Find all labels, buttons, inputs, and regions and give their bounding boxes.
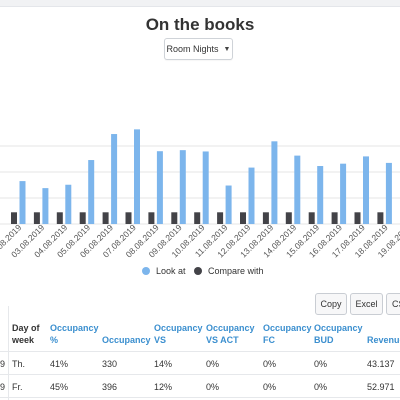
cell-occupancy-fc: 0% bbox=[263, 382, 277, 392]
bar-look-at bbox=[88, 160, 95, 224]
metric-dropdown[interactable]: Room Nights ▼ bbox=[164, 38, 233, 60]
header-revenue[interactable]: Revenue bbox=[367, 335, 400, 345]
table-row-divider bbox=[0, 397, 400, 398]
bar-look-at bbox=[385, 162, 392, 224]
bar-compare-with bbox=[125, 212, 132, 224]
cell-occupancy-pct: 45% bbox=[50, 382, 69, 392]
bar-compare-with bbox=[285, 212, 292, 224]
bar-chart: 02.08.201903.08.201904.08.201905.08.2019… bbox=[0, 129, 400, 259]
csv-button[interactable]: CS bbox=[386, 293, 400, 315]
cell-occupancy-vs: 14% bbox=[154, 359, 173, 369]
header-day-of-week[interactable]: Day of week bbox=[12, 323, 40, 345]
bar-look-at bbox=[19, 181, 26, 224]
legend-item-look-at[interactable]: Look at bbox=[142, 266, 186, 276]
bar-look-at bbox=[248, 167, 255, 224]
bar-compare-with bbox=[102, 212, 109, 224]
bar-look-at bbox=[134, 129, 140, 224]
table-header-divider bbox=[0, 351, 400, 352]
bar-look-at bbox=[271, 141, 278, 224]
cell-occupancy-bud: 0% bbox=[314, 382, 328, 392]
bar-compare-with bbox=[56, 212, 63, 224]
bar-look-at bbox=[363, 156, 369, 224]
cell-occupancy-vs-act: 0% bbox=[206, 382, 220, 392]
cell-occupancy-fc: 0% bbox=[263, 359, 277, 369]
copy-button[interactable]: Copy bbox=[315, 293, 347, 315]
cell-occupancy-vs-act: 0% bbox=[206, 359, 220, 369]
occupancy-table: Day of week Occupancy % Occupancy Occupa… bbox=[0, 306, 400, 400]
bar-compare-with bbox=[33, 212, 40, 224]
cell-revenue: 52.971 bbox=[367, 382, 395, 392]
table-divider bbox=[8, 306, 9, 400]
row-date-fragment: 9 bbox=[0, 359, 6, 369]
bar-compare-with bbox=[194, 212, 201, 224]
bar-compare-with bbox=[308, 212, 315, 224]
page-title: On the books bbox=[145, 15, 255, 34]
cell-day: Fr. bbox=[12, 382, 23, 392]
bar-compare-with bbox=[148, 212, 155, 224]
legend-label-compare-with: Compare with bbox=[208, 266, 264, 276]
row-date-fragment: 9 bbox=[0, 382, 6, 392]
legend-marker-compare-with bbox=[194, 267, 202, 275]
bar-look-at bbox=[42, 188, 49, 224]
header-occupancy-fc[interactable]: Occupancy FC bbox=[263, 323, 312, 345]
chart-legend: Look at Compare with bbox=[0, 266, 400, 282]
legend-item-compare-with[interactable]: Compare with bbox=[194, 266, 264, 276]
legend-marker-look-at bbox=[142, 267, 150, 275]
legend-label-look-at: Look at bbox=[156, 266, 186, 276]
bar-look-at bbox=[317, 166, 324, 224]
top-band bbox=[0, 0, 400, 7]
cell-occupancy-bud: 0% bbox=[314, 359, 328, 369]
bar-look-at bbox=[294, 155, 301, 224]
bar-compare-with bbox=[377, 212, 384, 224]
bar-look-at bbox=[179, 150, 186, 224]
header-occupancy-bud[interactable]: Occupancy BUD bbox=[314, 323, 363, 345]
bar-compare-with bbox=[217, 212, 224, 224]
cell-occupancy: 330 bbox=[102, 359, 118, 369]
excel-button[interactable]: Excel bbox=[350, 293, 383, 315]
table-row-divider bbox=[0, 374, 400, 375]
cell-occupancy-vs: 12% bbox=[154, 382, 173, 392]
bar-look-at bbox=[202, 151, 209, 224]
header-occupancy-vs[interactable]: Occupancy VS bbox=[154, 323, 203, 345]
bar-look-at bbox=[111, 134, 118, 224]
bar-look-at bbox=[156, 151, 163, 224]
bar-compare-with bbox=[240, 212, 246, 224]
bar-compare-with bbox=[79, 212, 86, 224]
cell-day: Th. bbox=[12, 359, 26, 369]
cell-occupancy: 396 bbox=[102, 382, 118, 392]
bar-compare-with bbox=[262, 212, 269, 224]
header-occupancy[interactable]: Occupancy bbox=[102, 335, 151, 345]
cell-revenue: 43.137 bbox=[367, 359, 395, 369]
bar-compare-with bbox=[354, 212, 361, 224]
bar-look-at bbox=[65, 184, 72, 224]
bar-compare-with bbox=[171, 212, 178, 224]
chevron-down-icon: ▼ bbox=[223, 45, 231, 53]
bar-look-at bbox=[340, 163, 347, 224]
bar-compare-with bbox=[331, 212, 338, 224]
header-occupancy-pct[interactable]: Occupancy % bbox=[50, 323, 99, 345]
bar-look-at bbox=[225, 185, 232, 224]
metric-dropdown-value: Room Nights bbox=[166, 44, 219, 54]
header-occupancy-vs-act[interactable]: Occupancy VS ACT bbox=[206, 323, 255, 345]
cell-occupancy-pct: 41% bbox=[50, 359, 69, 369]
bar-compare-with bbox=[11, 212, 17, 224]
